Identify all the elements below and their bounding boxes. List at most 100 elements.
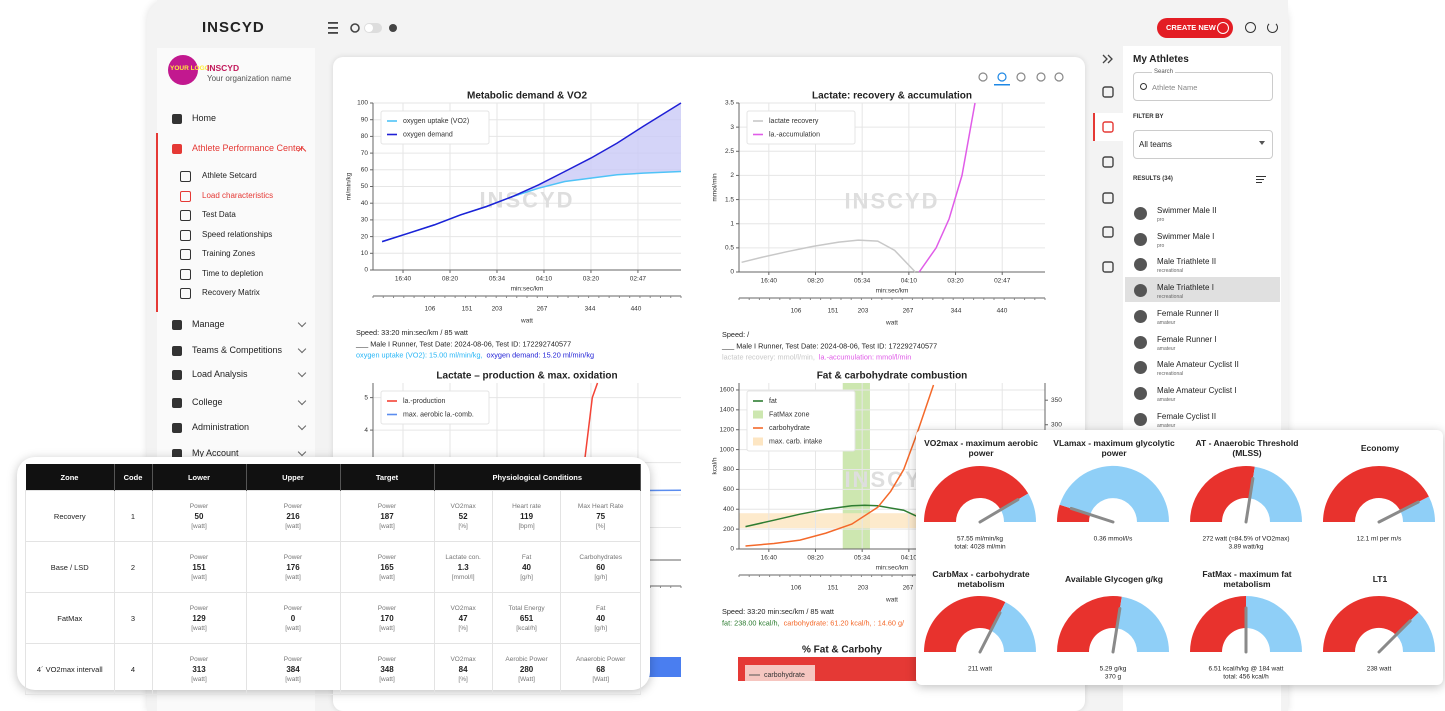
cell-unit: [watt] (191, 522, 207, 530)
filter-select[interactable] (1133, 130, 1273, 159)
x-tick-label: 04:10 (901, 278, 918, 285)
athlete-avatar[interactable] (1134, 284, 1147, 298)
cell-label: Fat (521, 553, 532, 561)
toolbar-icon (1016, 72, 1026, 82)
info-segment: Speed: 33:20 min:sec/km / 85 watt (722, 607, 834, 616)
series-line (918, 102, 976, 273)
info-line: lactate recovery: mmol/l/min, la.-accumul… (722, 353, 911, 362)
athlete-name[interactable]: Female Cyclist II (1157, 411, 1217, 421)
zones-card: Zone Code Lower Upper Target Physiological Co… (17, 457, 650, 695)
nav-item[interactable]: Home (192, 113, 217, 123)
y-tick-label: 400 (723, 506, 734, 513)
athlete-name[interactable]: Male Triathlete I (1157, 283, 1214, 293)
y-tick-label: 3 (730, 124, 734, 131)
athlete-avatar[interactable] (1134, 207, 1147, 220)
org-logo-text: YOUR LOGO (170, 65, 210, 72)
active-tab-marker (1093, 113, 1095, 141)
legend-box (746, 390, 856, 452)
power-icon[interactable] (1267, 22, 1278, 33)
nav-item[interactable]: Teams & Competitions (192, 345, 283, 355)
athlete-name[interactable]: Male Triathlete II (1157, 257, 1217, 267)
x-tick-label: 03:20 (583, 276, 600, 283)
watt-tick-label: 106 (425, 306, 436, 313)
athlete-name[interactable]: Swimmer Male I (1157, 231, 1215, 241)
athlete-avatar[interactable] (1134, 335, 1147, 349)
create-new-button[interactable]: CREATE NEW (1157, 18, 1233, 38)
sub-nav-item[interactable]: Recovery Matrix (202, 288, 260, 297)
info-segment: carbohydrate: 61.20 kcal/h, : 14.60 g/ (784, 618, 905, 627)
sub-nav-item[interactable]: Time to depletion (202, 268, 264, 278)
y-tick-label: 5 (364, 394, 368, 401)
gauge-title: LT1 (1372, 574, 1388, 584)
legend-swatch (753, 410, 763, 419)
sub-nav-icon (180, 171, 191, 182)
info-segment: fat: 238.00 kcal/h, (722, 618, 780, 627)
nav-item[interactable]: Manage (192, 319, 225, 329)
search-box[interactable] (1133, 72, 1273, 101)
cell-label: Power (377, 604, 397, 612)
info-line: Speed: 33:20 min:sec/km / 85 watt (356, 328, 468, 337)
gauge-rest-arc (1059, 465, 1170, 522)
sub-nav-item[interactable]: Load characteristics (202, 190, 274, 200)
gauge-value-arc (924, 596, 1006, 652)
info-line: Speed: 33:20 min:sec/km / 85 watt (722, 607, 834, 616)
athlete-name[interactable]: Female Runner II (1157, 308, 1219, 318)
nav-item[interactable]: Athlete Performance Center (192, 143, 304, 153)
y-tick-label: 2 (730, 172, 734, 179)
x-tick-label: 04:10 (536, 276, 553, 283)
gauge-title-wrap: CarbMax - carbohydrate metabolism (920, 566, 1042, 592)
create-new-label[interactable]: CREATE NEW (1166, 23, 1216, 32)
nav-item[interactable]: College (192, 397, 223, 407)
partial-legend-label: carbohydrate (764, 672, 805, 679)
y-tick-label: 0 (364, 267, 368, 274)
sub-nav-item[interactable]: Training Zones (202, 249, 256, 258)
gauge-rest-arc (990, 602, 1036, 652)
value-cell: Power 0 [watt] (245, 592, 341, 644)
column-header: Lower (152, 464, 247, 491)
athlete-name[interactable]: Swimmer Male II (1157, 206, 1217, 215)
x-tick-label: 04:10 (901, 555, 918, 562)
sub-nav-item[interactable]: Athlete Setcard (202, 171, 257, 180)
athlete-avatar[interactable] (1134, 309, 1147, 323)
athlete-name[interactable]: Male Amateur Cyclist II (1157, 360, 1239, 370)
search-placeholder: Athlete Name (1152, 83, 1198, 92)
zones-table: Zone Code Lower Upper Target Physiological Co… (25, 464, 641, 695)
cell-unit: [watt] (285, 522, 301, 530)
info-segment: Speed: 33:20 min:sec/km / 85 watt (356, 328, 468, 337)
gauge-needle (1377, 500, 1420, 524)
partial-chart-bar (640, 657, 681, 677)
cell-label: Power (377, 502, 397, 510)
y-tick-label: 0.5 (725, 245, 734, 252)
athlete-avatar[interactable] (1134, 258, 1147, 272)
gauge-value-text: 12.1 ml per m/s (1357, 536, 1403, 543)
gauge-rest-arc (1396, 612, 1435, 652)
sub-nav-item[interactable]: Speed relationships (202, 229, 273, 239)
watt-tick-label: 344 (585, 306, 596, 313)
help-icon[interactable] (1245, 22, 1256, 33)
athlete-name[interactable]: Male Amateur Cyclist I (1157, 385, 1237, 395)
cell-label: Aerobic Power (505, 655, 548, 663)
cell-value: 1.3 (457, 562, 469, 572)
cell-unit: [bpm] (518, 522, 535, 530)
cell-value: 129 (192, 613, 206, 623)
watt-tick-label: 203 (858, 585, 869, 592)
legend-label: carbohydrate (769, 425, 810, 432)
athlete-avatar[interactable] (1134, 386, 1147, 400)
athlete-avatar[interactable] (1134, 412, 1147, 426)
athlete-avatar[interactable] (1134, 361, 1147, 375)
top-bar (157, 0, 1288, 55)
nav-item[interactable]: Load Analysis (192, 369, 248, 379)
y-tick-label: 0 (730, 269, 734, 276)
cell-value: 40 (522, 562, 532, 572)
cell-unit: [watt] (379, 522, 395, 530)
athlete-name[interactable]: Female Runner I (1157, 334, 1217, 344)
gauge-value-text: 3.89 watt/kg (1228, 544, 1263, 551)
athlete-avatar[interactable] (1134, 232, 1147, 246)
gauge-needle (1377, 619, 1412, 654)
y-tick-label: 1200 (720, 426, 735, 433)
nav-item[interactable]: Administration (192, 422, 250, 432)
nav-item[interactable]: My Account (192, 448, 239, 458)
sub-nav-item[interactable]: Test Data (202, 210, 236, 219)
nav-icon (172, 114, 182, 124)
x-tick-label: 05:34 (854, 278, 871, 285)
